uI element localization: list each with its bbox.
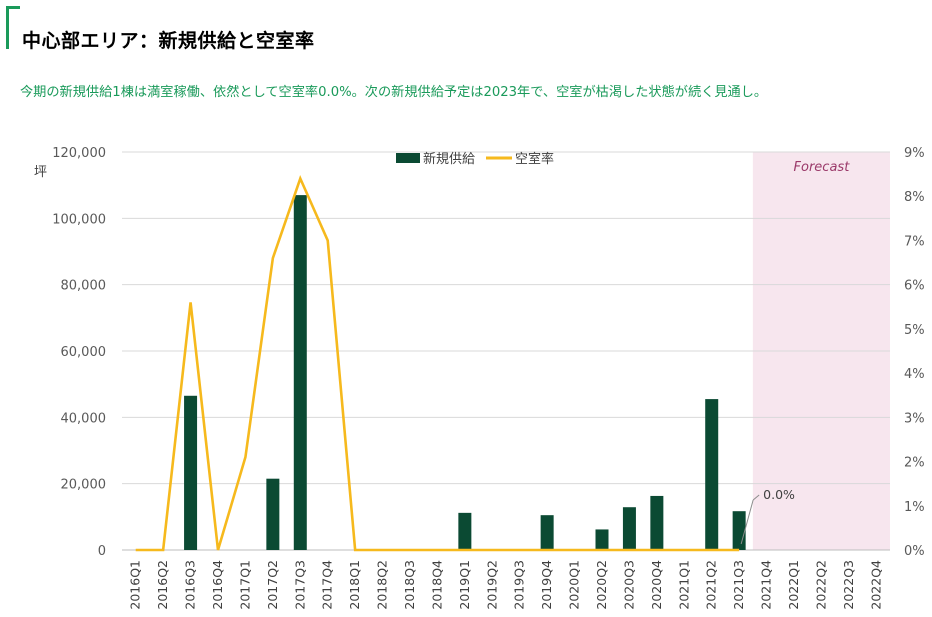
supply-bar xyxy=(650,495,664,550)
annotation-label: 0.0% xyxy=(763,487,795,502)
x-tick-label: 2019Q2 xyxy=(484,560,499,610)
y-left-tick-label: 80,000 xyxy=(61,279,107,294)
x-tick-label: 2017Q1 xyxy=(237,560,252,610)
x-tick-label: 2021Q1 xyxy=(676,560,691,610)
x-tick-label: 2021Q4 xyxy=(759,560,774,610)
x-tick-label: 2017Q3 xyxy=(292,560,307,610)
y-right-tick-label: 9% xyxy=(904,146,925,161)
x-tick-label: 2021Q2 xyxy=(704,560,719,610)
x-tick-label: 2018Q4 xyxy=(429,560,444,610)
x-tick-label: 2022Q1 xyxy=(786,560,801,610)
y-right-tick-label: 8% xyxy=(904,190,925,205)
y-left-tick-label: 0 xyxy=(98,544,106,559)
x-tick-label: 2018Q1 xyxy=(347,560,362,610)
supply-bar xyxy=(540,515,554,550)
y-right-tick-label: 6% xyxy=(904,279,925,294)
supply-bar xyxy=(595,529,609,550)
supply-bar xyxy=(705,399,719,550)
supply-bar xyxy=(184,395,198,550)
x-tick-label: 2017Q2 xyxy=(265,560,280,610)
x-tick-label: 2016Q4 xyxy=(210,560,225,610)
x-tick-label: 2022Q4 xyxy=(868,560,883,610)
supply-bar xyxy=(458,512,472,550)
legend-label-supply: 新規供給 xyxy=(423,151,475,167)
x-tick-label: 2016Q2 xyxy=(155,560,170,610)
x-tick-label: 2020Q4 xyxy=(649,560,664,610)
y-left-tick-label: 60,000 xyxy=(61,345,107,360)
vacancy-rate-line xyxy=(135,174,740,552)
y-left-tick-label: 120,000 xyxy=(52,146,106,161)
y-left-unit: 坪 xyxy=(34,165,47,180)
x-tick-label: 2022Q3 xyxy=(841,560,856,610)
y-right-tick-label: 3% xyxy=(904,411,925,426)
y-left-tick-label: 40,000 xyxy=(61,411,107,426)
y-left-tick-label: 100,000 xyxy=(52,212,106,227)
x-tick-label: 2019Q1 xyxy=(457,560,472,610)
x-tick-label: 2020Q3 xyxy=(621,560,636,610)
x-tick-label: 2018Q2 xyxy=(375,560,390,610)
x-tick-label: 2017Q4 xyxy=(320,560,335,610)
y-right-tick-label: 7% xyxy=(904,234,925,249)
supply-bar xyxy=(266,478,280,550)
y-right-tick-label: 2% xyxy=(904,456,925,471)
forecast-label: Forecast xyxy=(794,160,851,175)
page-subtitle: 今期の新規供給1棟は満室稼働、依然として空室率0.0%。次の新規供給予定は202… xyxy=(20,85,768,100)
x-tick-label: 2019Q4 xyxy=(539,560,554,610)
legend-swatch-supply xyxy=(396,153,420,163)
page-title: 中心部エリア：新規供給と空室率 xyxy=(22,30,315,52)
x-tick-label: 2016Q3 xyxy=(183,560,198,610)
supply-bar xyxy=(293,195,307,550)
x-tick-label: 2016Q1 xyxy=(128,560,143,610)
supply-bar xyxy=(732,511,746,550)
annotation-leader xyxy=(740,499,754,545)
supply-bar xyxy=(622,507,636,550)
x-tick-label: 2020Q2 xyxy=(594,560,609,610)
y-left-tick-label: 20,000 xyxy=(61,478,107,493)
x-tick-label: 2018Q3 xyxy=(402,560,417,610)
y-right-tick-label: 1% xyxy=(904,500,925,515)
legend-label-vacancy: 空室率 xyxy=(515,151,554,167)
x-tick-label: 2021Q3 xyxy=(731,560,746,610)
y-right-tick-label: 4% xyxy=(904,367,925,382)
annotation-leader xyxy=(752,494,760,501)
title-accent-bracket xyxy=(6,6,20,49)
y-right-tick-label: 5% xyxy=(904,323,925,338)
x-tick-label: 2019Q3 xyxy=(512,560,527,610)
x-tick-label: 2022Q2 xyxy=(813,560,828,610)
x-tick-label: 2020Q1 xyxy=(567,560,582,610)
y-right-tick-label: 0% xyxy=(904,544,925,559)
